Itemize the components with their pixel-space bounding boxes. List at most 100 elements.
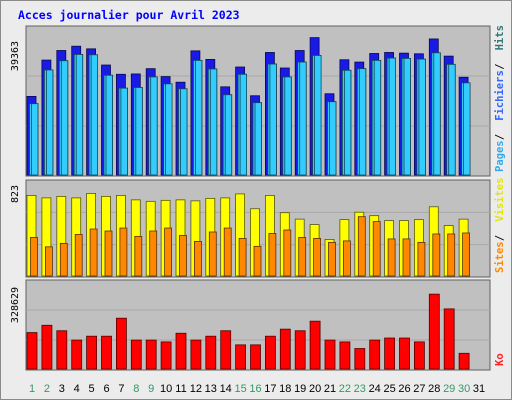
chart-panels: 39363 Pages / Fichiers / Hits 823 Sites / V…: [10, 25, 506, 371]
pages-bar: [463, 82, 471, 176]
pages-bar: [150, 76, 158, 176]
x-tick-label: 28: [428, 383, 440, 395]
legend-label: Pages: [494, 140, 506, 172]
sites-bar: [89, 228, 98, 277]
x-tick-label: 22: [339, 383, 351, 395]
pages-bar: [373, 60, 382, 176]
pages-bar: [358, 68, 367, 176]
ko-bar: [294, 330, 306, 370]
x-tick-label: 5: [89, 383, 95, 395]
ko-bar: [116, 317, 127, 370]
x-tick-label: 1: [29, 383, 35, 395]
x-tick-label: 29: [443, 383, 455, 395]
sites-bar: [372, 221, 381, 277]
pages-bar: [239, 73, 248, 176]
ko-panel: 328629 Ko: [10, 279, 506, 371]
sites-bar: [268, 233, 277, 277]
pages-bar: [209, 68, 218, 176]
pages-bar: [224, 94, 233, 176]
sites-bar: [402, 238, 411, 277]
ko-bar: [175, 332, 187, 370]
sites-bar: [387, 238, 396, 277]
pages-bar: [343, 69, 352, 176]
ko-bar: [26, 332, 38, 370]
x-tick-label: 6: [103, 383, 109, 395]
legend-separator: /: [494, 63, 506, 69]
x-tick-label: 2: [44, 383, 50, 395]
ko-bar: [71, 339, 83, 370]
sites-bar: [328, 241, 336, 277]
chart-title: Acces journalier pour Avril 2023: [18, 8, 240, 22]
sites-bar: [208, 231, 217, 277]
ko-bar: [235, 344, 247, 370]
ko-bar: [220, 330, 232, 370]
sites-bar: [45, 246, 53, 277]
x-tick-label: 4: [74, 383, 80, 395]
pages-bar: [165, 83, 173, 176]
pages-bar: [418, 58, 426, 176]
ko-bar: [324, 339, 336, 370]
sites-bar: [193, 240, 202, 277]
x-tick-label: 9: [148, 383, 154, 395]
pages-bar: [120, 87, 128, 176]
visits-panel: 823 Sites / Visites: [10, 178, 506, 278]
x-tick-label: 8: [133, 383, 139, 395]
ko-bar: [309, 320, 321, 370]
ko-bar: [130, 339, 142, 370]
sites-bar: [447, 233, 456, 277]
ko-bar: [443, 308, 455, 370]
sites-bar: [283, 229, 292, 277]
pages-bar: [31, 103, 39, 176]
legend-separator: /: [494, 235, 506, 241]
x-tick-label: 17: [264, 383, 276, 395]
sites-bar: [74, 234, 83, 277]
x-tick-label: 7: [118, 383, 124, 395]
x-tick-label: 30: [458, 383, 470, 395]
pages-bar: [180, 88, 188, 176]
pages-bar: [105, 74, 113, 176]
ko-bar: [339, 341, 351, 370]
ko-bar: [369, 339, 381, 370]
ko-bar: [41, 324, 53, 370]
ko-bar: [279, 328, 291, 370]
sites-bar: [149, 230, 158, 277]
sites-bar: [223, 227, 232, 277]
ko-bar: [250, 344, 261, 370]
pages-bar: [75, 54, 84, 176]
legend-label: Hits: [494, 25, 506, 50]
x-tick-label: 15: [234, 383, 246, 395]
sites-bar: [238, 238, 247, 277]
x-tick-label: 31: [473, 383, 485, 395]
sites-bar: [30, 237, 38, 277]
x-tick-label: 24: [369, 383, 381, 395]
x-tick-label: 19: [294, 383, 306, 395]
pages-bar: [448, 63, 456, 176]
sites-bar: [164, 227, 173, 277]
x-tick-label: 18: [279, 383, 291, 395]
sites-bar: [357, 216, 366, 277]
pages-bar: [403, 58, 411, 176]
x-tick-label: 26: [398, 383, 410, 395]
x-tick-label: 10: [160, 383, 172, 395]
ko-bar: [399, 337, 410, 370]
sites-bar: [462, 232, 471, 277]
y-tick-label: 328629: [10, 287, 21, 323]
ko-bar: [56, 330, 68, 370]
x-tick-label: 11: [175, 383, 186, 395]
ko-bar: [413, 341, 425, 370]
sites-bar: [179, 235, 187, 277]
pages-bar: [388, 57, 397, 176]
sites-bar: [119, 227, 128, 277]
pages-bar: [46, 69, 54, 176]
y-tick-label: 823: [10, 185, 21, 203]
sites-bar: [313, 238, 322, 277]
ko-bar: [384, 337, 396, 370]
ko-bar: [101, 335, 112, 370]
y-tick-label: 39363: [10, 41, 21, 71]
x-tick-label: 21: [324, 383, 336, 395]
ko-bar: [160, 341, 172, 370]
sites-bar: [417, 241, 426, 277]
x-tick-label: 27: [413, 383, 425, 395]
hits-panel: 39363 Pages / Fichiers / Hits: [10, 25, 506, 177]
